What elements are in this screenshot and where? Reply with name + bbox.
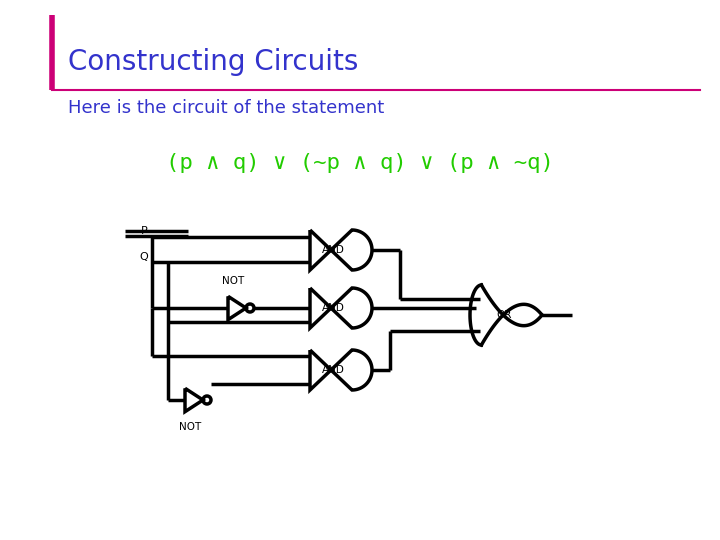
Text: NOT: NOT [179,422,201,432]
Text: OR: OR [496,310,511,320]
Text: AND: AND [322,245,345,255]
Text: AND: AND [322,365,345,375]
Text: (p ∧ q) ∨ (~p ∧ q) ∨ (p ∧ ~q): (p ∧ q) ∨ (~p ∧ q) ∨ (p ∧ ~q) [166,153,554,173]
Text: Q: Q [139,252,148,262]
Text: Constructing Circuits: Constructing Circuits [68,48,359,76]
Text: P: P [141,226,148,236]
Text: Here is the circuit of the statement: Here is the circuit of the statement [68,99,384,117]
Text: NOT: NOT [222,276,244,286]
Text: AND: AND [322,303,345,313]
